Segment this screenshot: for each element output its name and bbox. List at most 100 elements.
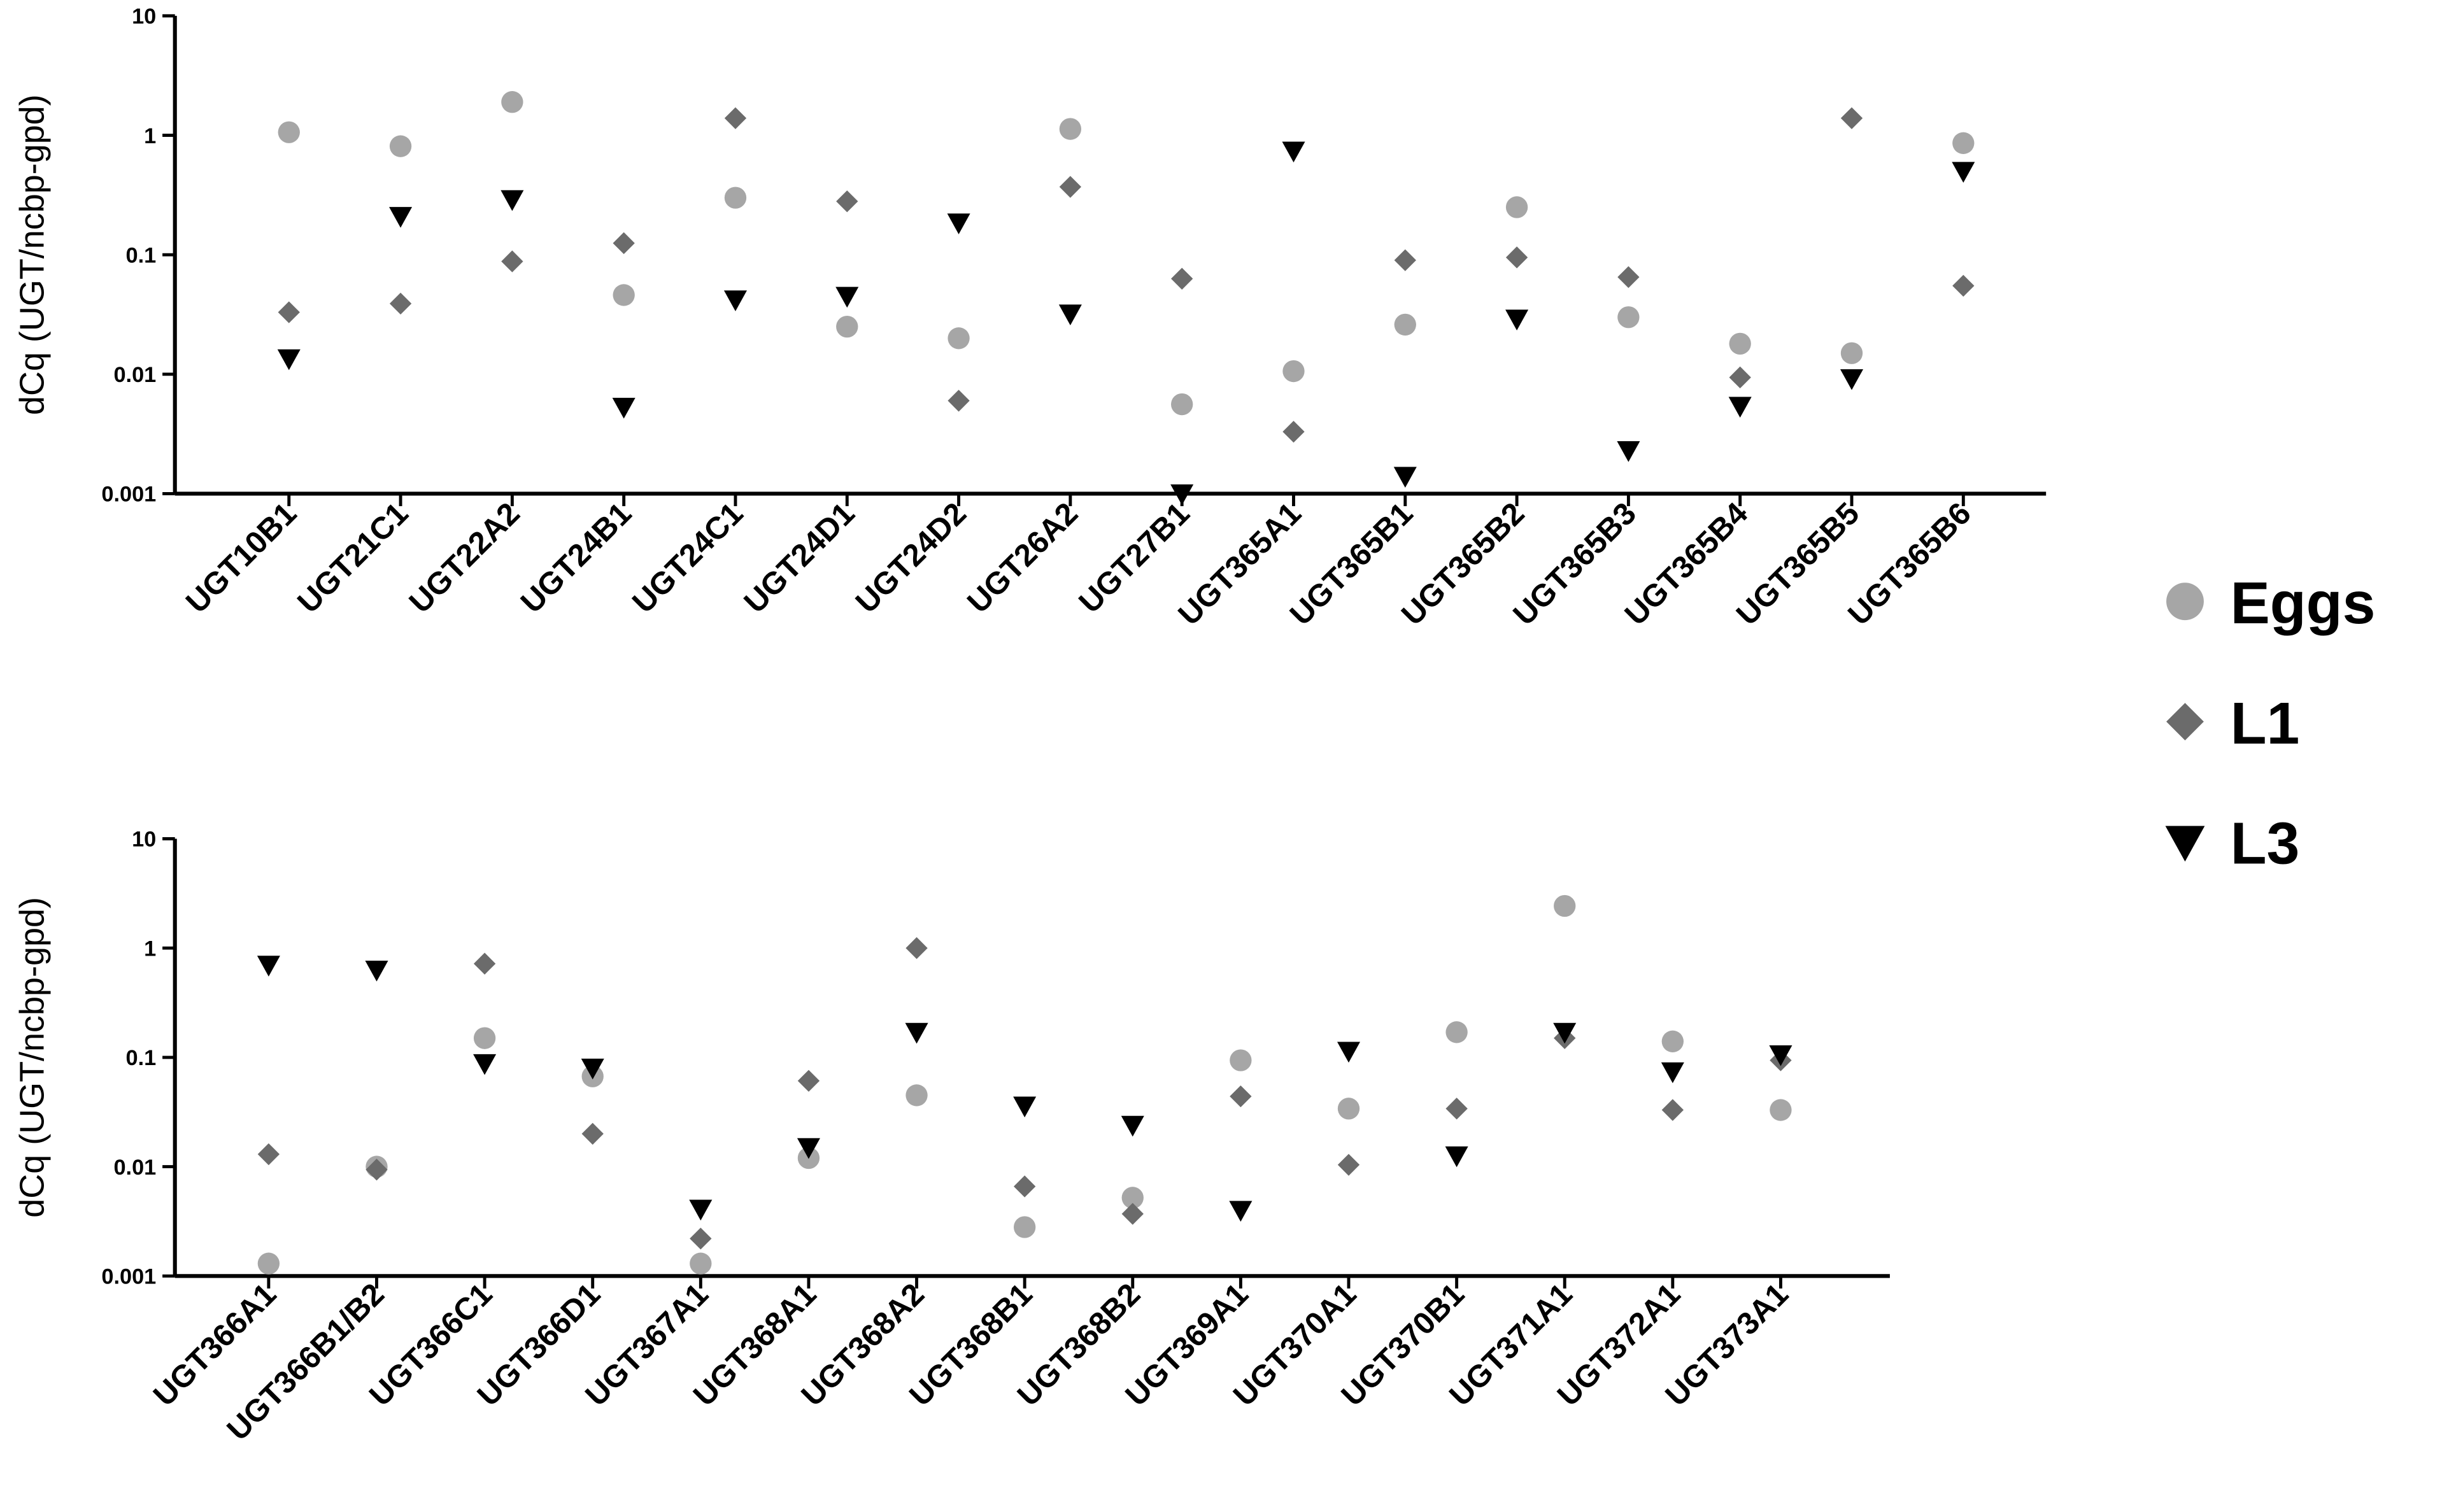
marker-triangle [1170, 484, 1194, 505]
marker-circle [257, 1252, 280, 1275]
marker-triangle [257, 956, 280, 977]
marker-triangle [947, 213, 970, 235]
marker-diamond [1729, 366, 1751, 389]
marker-circle [389, 135, 412, 157]
x-tick-label: UGT24B1 [515, 496, 638, 619]
marker-diamond [1952, 274, 1975, 297]
x-tick-label: UGT26A2 [961, 496, 1084, 619]
marker-triangle [1661, 1062, 1684, 1084]
marker-circle [1337, 1098, 1360, 1120]
marker-triangle [277, 349, 301, 371]
marker-diamond [1337, 1154, 1360, 1176]
marker-triangle [1393, 467, 1417, 488]
marker-triangle [365, 961, 388, 982]
marker-circle [278, 121, 300, 143]
marker-circle [905, 1084, 928, 1106]
marker-diamond [690, 1227, 712, 1250]
marker-diamond [1840, 107, 1863, 129]
marker-diamond [1282, 420, 1305, 443]
y-tick-label: 10 [132, 4, 156, 29]
marker-circle [2166, 583, 2204, 621]
marker-triangle [797, 1138, 820, 1159]
marker-diamond [836, 190, 858, 213]
marker-circle [1661, 1030, 1684, 1052]
marker-diamond [366, 1159, 388, 1181]
marker-diamond [797, 1070, 820, 1092]
marker-circle [1505, 196, 1528, 218]
marker-diamond [905, 937, 928, 959]
y-tick-label: 0.01 [113, 363, 156, 387]
y-tick-label: 0.1 [126, 1046, 157, 1070]
x-tick-label: UGT10B1 [180, 496, 303, 619]
marker-triangle [2165, 826, 2205, 862]
marker-triangle [1952, 162, 1975, 183]
marker-triangle [689, 1199, 713, 1221]
marker-circle [1952, 132, 1975, 154]
marker-diamond [1617, 266, 1640, 288]
legend-label: L3 [2231, 810, 2300, 877]
marker-triangle [905, 1022, 928, 1044]
legend-label: Eggs [2231, 570, 2376, 636]
x-tick-label: UGT24D1 [737, 496, 861, 619]
marker-triangle [612, 397, 635, 419]
marker-circle [613, 284, 635, 306]
marker-triangle [1337, 1042, 1361, 1063]
marker-triangle [1229, 1201, 1253, 1222]
marker-diamond [1445, 1098, 1468, 1120]
marker-circle [1554, 894, 1576, 917]
marker-diamond [1171, 267, 1193, 290]
marker-triangle [581, 1058, 604, 1080]
marker-diamond [724, 107, 747, 129]
marker-diamond [1394, 249, 1416, 271]
x-tick-label: UGT24D2 [849, 496, 973, 619]
x-tick-label: UGT22A2 [403, 496, 527, 619]
marker-circle [724, 187, 747, 209]
marker-triangle [1282, 141, 1305, 163]
marker-triangle [1553, 1022, 1577, 1044]
marker-circle [690, 1252, 712, 1275]
marker-diamond [1013, 1175, 1036, 1198]
marker-diamond [501, 250, 523, 272]
y-axis-label: dCq (UGT/ncbp-gpd) [13, 897, 52, 1218]
marker-diamond [1121, 1203, 1144, 1225]
marker-diamond [613, 232, 635, 255]
marker-circle [1013, 1216, 1036, 1238]
marker-triangle [1121, 1115, 1144, 1137]
marker-circle [1729, 332, 1751, 355]
marker-diamond [257, 1143, 280, 1166]
y-tick-label: 0.001 [101, 483, 156, 507]
marker-diamond [389, 292, 412, 315]
marker-triangle [1505, 309, 1529, 331]
marker-diamond [581, 1122, 604, 1145]
marker-triangle [1058, 304, 1082, 326]
marker-diamond [1661, 1099, 1684, 1121]
marker-diamond [1505, 246, 1528, 269]
y-tick-label: 0.001 [101, 1265, 156, 1289]
marker-circle [1840, 342, 1863, 364]
marker-circle [1445, 1021, 1468, 1043]
marker-circle [948, 327, 970, 350]
marker-triangle [1728, 397, 1752, 418]
y-tick-label: 10 [132, 828, 156, 852]
marker-triangle [1840, 369, 1864, 390]
marker-triangle [1445, 1146, 1468, 1168]
marker-triangle [1769, 1045, 1792, 1066]
marker-diamond [1230, 1085, 1252, 1108]
marker-circle [1171, 393, 1193, 416]
marker-triangle [473, 1054, 497, 1075]
marker-diamond [1059, 176, 1082, 198]
marker-diamond [2166, 703, 2204, 740]
marker-circle [1121, 1187, 1144, 1209]
marker-triangle [1617, 441, 1640, 462]
marker-circle [836, 315, 858, 338]
marker-circle [1617, 306, 1640, 329]
y-tick-label: 1 [144, 936, 156, 961]
marker-triangle [389, 207, 413, 228]
marker-triangle [1013, 1096, 1037, 1118]
marker-triangle [723, 290, 748, 311]
marker-diamond [948, 390, 970, 412]
marker-diamond [278, 301, 300, 323]
marker-diamond [473, 952, 496, 975]
